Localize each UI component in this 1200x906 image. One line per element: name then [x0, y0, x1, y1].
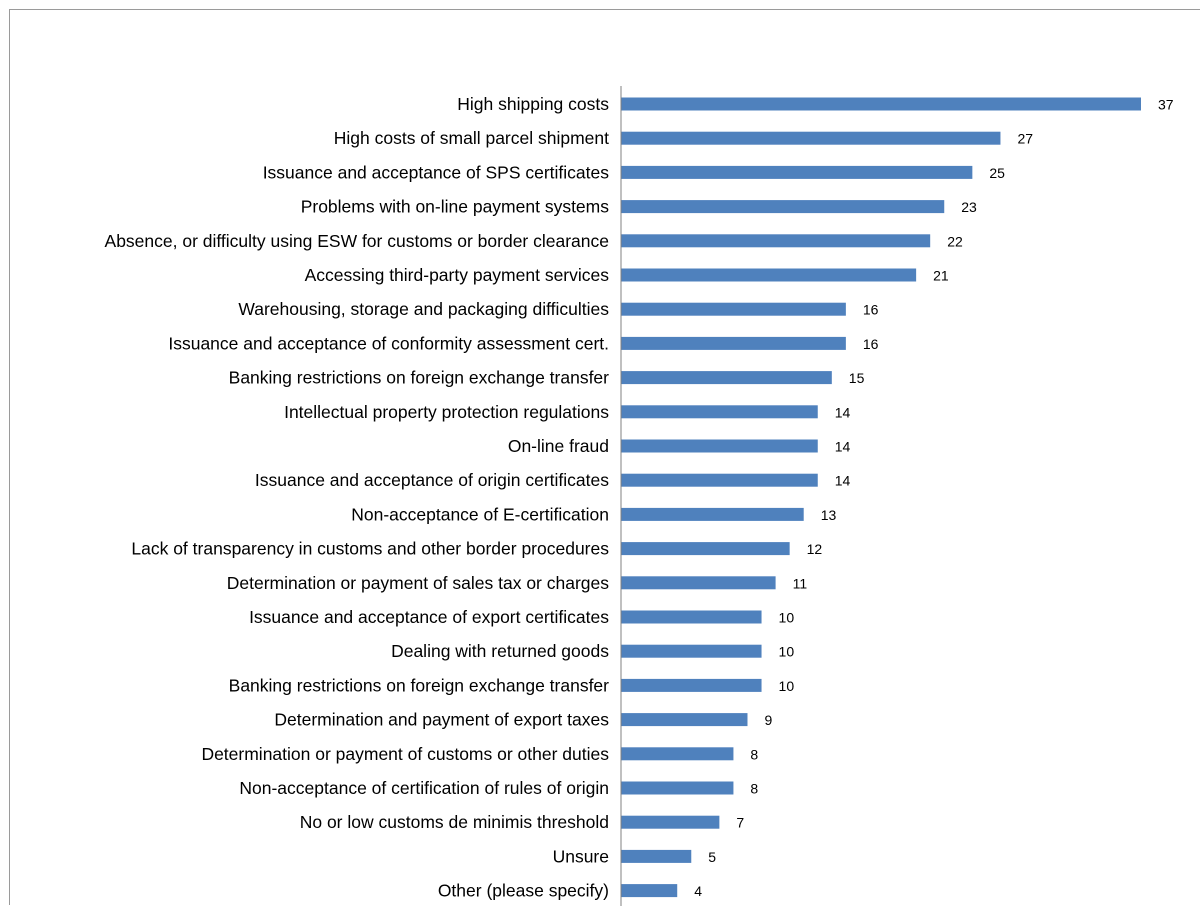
value-label: 10	[779, 678, 795, 694]
value-label: 11	[793, 575, 808, 591]
value-label: 16	[863, 336, 879, 352]
value-label: 12	[807, 541, 823, 557]
value-label: 23	[961, 199, 977, 215]
category-labels-layer: High shipping costs High costs of small p…	[105, 94, 610, 901]
chart-frame: High shipping costs High costs of small p…	[9, 9, 1200, 906]
bar	[621, 576, 776, 590]
bar	[621, 268, 917, 282]
value-label: 27	[1017, 131, 1033, 147]
bar	[621, 473, 818, 487]
category-label: Non-acceptance of certification of rules…	[239, 778, 609, 798]
bar	[621, 747, 734, 761]
value-label: 5	[708, 849, 716, 865]
value-label: 13	[821, 507, 837, 523]
category-label: Accessing third-party payment services	[305, 265, 610, 285]
category-label: Issuance and acceptance of origin certif…	[255, 470, 609, 490]
bar	[621, 507, 804, 521]
value-label: 10	[779, 610, 795, 626]
category-label: No or low customs de minimis threshold	[300, 812, 609, 832]
value-label: 22	[947, 233, 963, 249]
category-label: Dealing with returned goods	[391, 641, 609, 661]
category-label: High costs of small parcel shipment	[334, 128, 609, 148]
category-label: High shipping costs	[457, 94, 609, 114]
value-label: 7	[736, 815, 744, 831]
category-label: Banking restrictions on foreign exchange…	[229, 368, 610, 388]
category-label: Absence, or difficulty using ESW for cus…	[105, 231, 609, 251]
value-label: 25	[989, 165, 1005, 181]
bar	[621, 336, 846, 350]
category-label: Determination or payment of sales tax or…	[227, 573, 610, 593]
bar	[621, 678, 762, 692]
bar	[621, 234, 931, 248]
value-label: 8	[750, 781, 758, 797]
value-label: 14	[835, 439, 851, 455]
bar	[621, 405, 818, 419]
category-label: Determination or payment of customs or o…	[201, 744, 609, 764]
value-label: 16	[863, 302, 879, 318]
bar	[621, 713, 748, 727]
category-label: Other (please specify)	[438, 881, 609, 901]
bar	[621, 131, 1001, 145]
category-label: Non-acceptance of E-certification	[351, 504, 609, 524]
value-label: 15	[849, 370, 865, 386]
bar	[621, 371, 832, 385]
bar	[621, 165, 973, 179]
bar	[621, 542, 790, 556]
horizontal-bar-chart: High shipping costs High costs of small p…	[105, 86, 1174, 906]
value-label: 37	[1158, 97, 1174, 113]
bar	[621, 200, 945, 214]
bar	[621, 610, 762, 624]
category-label: Determination and payment of export taxe…	[274, 710, 609, 730]
bar	[621, 781, 734, 795]
value-label: 10	[779, 644, 795, 660]
bar	[621, 97, 1141, 111]
bar	[621, 439, 818, 453]
value-label: 14	[835, 404, 851, 420]
bars-layer	[621, 97, 1141, 898]
value-labels-layer: 37 27 25 23 22 21 16 16 15 14 14 14 13 12 11 10 10 10 9 8 8 7…	[694, 97, 1174, 900]
category-label: Problems with on-line payment systems	[301, 197, 610, 217]
category-label: Lack of transparency in customs and othe…	[131, 539, 609, 559]
category-label: Intellectual property protection regulat…	[284, 402, 609, 422]
value-label: 14	[835, 473, 851, 489]
bar	[621, 849, 692, 863]
category-label: Issuance and acceptance of conformity as…	[168, 333, 609, 353]
bar	[621, 884, 678, 898]
bar	[621, 815, 720, 829]
category-label: Banking restrictions on foreign exchange…	[229, 675, 610, 695]
value-label: 8	[750, 746, 758, 762]
category-label: Issuance and acceptance of export certif…	[249, 607, 609, 627]
value-label: 21	[933, 268, 949, 284]
category-label: Warehousing, storage and packaging diffi…	[238, 299, 609, 319]
category-label: Issuance and acceptance of SPS certifica…	[263, 162, 610, 182]
bar	[621, 302, 846, 316]
category-label: On-line fraud	[508, 436, 609, 456]
value-label: 4	[694, 883, 702, 899]
value-label: 9	[764, 712, 772, 728]
bar	[621, 644, 762, 658]
category-label: Unsure	[553, 846, 609, 866]
